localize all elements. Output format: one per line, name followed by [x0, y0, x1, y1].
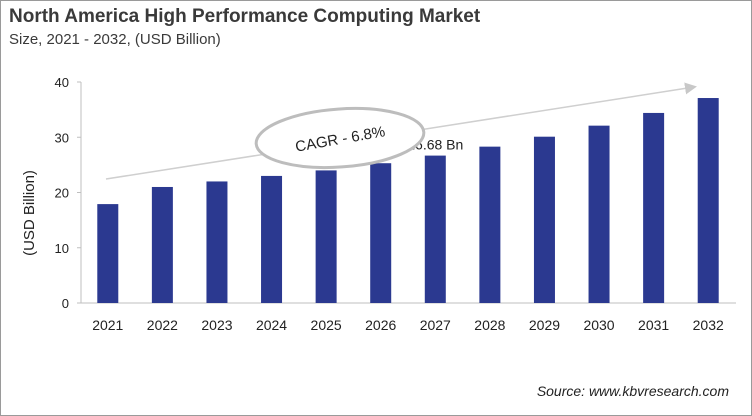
- y-tick-label: 20: [55, 186, 69, 201]
- x-tick-label: 2031: [638, 317, 669, 333]
- x-tick-label: 2022: [147, 317, 178, 333]
- x-tick-label: 2027: [420, 317, 451, 333]
- x-tick-label: 2021: [92, 317, 123, 333]
- x-tick-label: 2025: [311, 317, 342, 333]
- bar-2030: [588, 125, 610, 304]
- chart-title: North America High Performance Computing…: [9, 6, 481, 27]
- x-tick-label: 2030: [583, 317, 614, 333]
- bar-2031: [643, 112, 665, 303]
- y-tick-label: 30: [55, 130, 69, 145]
- bar-2022: [151, 186, 173, 303]
- x-tick-label: 2032: [693, 317, 724, 333]
- x-tick-label: 2023: [201, 317, 232, 333]
- x-tick-label: 2028: [474, 317, 505, 333]
- x-tick-label: 2029: [529, 317, 560, 333]
- bar-2025: [315, 170, 337, 303]
- chart-subtitle: Size, 2021 - 2032, (USD Billion): [9, 31, 221, 48]
- bar-2024: [261, 175, 283, 303]
- bar-2026: [370, 163, 392, 303]
- bar-2021: [97, 204, 119, 303]
- bar-2023: [206, 181, 228, 303]
- y-tick-label: 10: [55, 241, 69, 256]
- y-tick-label: 40: [55, 75, 69, 90]
- y-axis-label: (USD Billion): [21, 170, 38, 256]
- bar-2027: [424, 155, 446, 303]
- bar-2032: [697, 98, 719, 304]
- y-tick-label: 0: [62, 296, 69, 311]
- source-note: Source: www.kbvresearch.com: [536, 383, 729, 399]
- x-tick-label: 2026: [365, 317, 396, 333]
- x-tick-label: 2024: [256, 317, 287, 333]
- bar-2028: [479, 146, 501, 303]
- bar-2029: [533, 136, 555, 303]
- cagr-callout: CAGR - 6.8%: [254, 106, 426, 170]
